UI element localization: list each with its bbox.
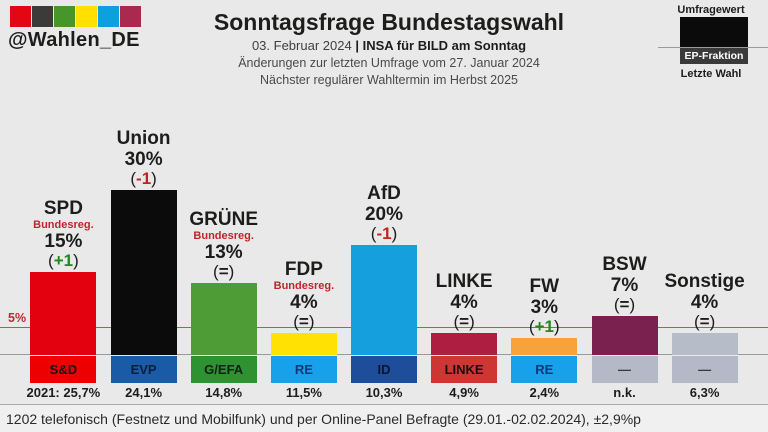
party-change-value: (=) [293, 312, 315, 331]
party-name: GRÜNE [189, 209, 258, 230]
page-title: Sonntagsfrage Bundestagswahl [213, 9, 565, 35]
party-label-stack: FW 3% (+1) [498, 276, 590, 336]
party-change-value: (=) [613, 295, 636, 314]
poll-bar [190, 283, 257, 355]
party-label-stack: GRÜNE Bundesreg. 13% (=) [178, 209, 270, 281]
party-poll-value: 15% [44, 231, 83, 252]
party-name: FW [529, 276, 560, 297]
party-label-stack: BSW 7% (=) [579, 254, 671, 314]
party-name: LINKE [435, 271, 493, 292]
party-name: SPD [43, 198, 83, 219]
last-election-value: 2,4% [529, 385, 560, 400]
flag-square [54, 6, 75, 27]
ep-fraktion-badge: ID [351, 356, 417, 383]
subtitle-next-election: Nächster regulärer Wahltermin im Herbst … [260, 73, 518, 87]
party-label-stack: LINKE 4% (=) [418, 271, 510, 331]
party-color-flag [10, 6, 141, 27]
flag-square [10, 6, 31, 27]
last-election-value: 4,9% [449, 385, 479, 400]
flag-square [98, 6, 119, 27]
poll-bar [351, 245, 417, 355]
party-change-value: (=) [693, 312, 716, 331]
ep-fraktion-badge: EVP [110, 356, 177, 383]
footer-bar: 1202 telefonisch (Festnetz und Mobilfunk… [0, 404, 768, 432]
party-name: Sonstige [664, 271, 745, 292]
party-change-value: (-1) [370, 224, 398, 243]
bar-legend: Umfragewert EP-Fraktion Letzte Wahl [658, 0, 768, 90]
party-poll-value: 3% [530, 297, 559, 318]
legend-letzte-wahl-label: Letzte Wahl [680, 68, 742, 80]
last-election-value: 14,8% [205, 385, 243, 400]
flag-square [32, 6, 53, 27]
ep-fraktion-badge: — [671, 356, 738, 383]
party-name: AfD [367, 183, 401, 204]
poll-bar [671, 333, 738, 355]
party-bundesreg-tag: Bundesreg. [193, 230, 254, 242]
poll-date: 03. Februar 2024 [251, 38, 352, 53]
legend-bar-sample [680, 17, 748, 47]
last-election-value: 24,1% [125, 385, 163, 400]
last-election-value: 2021: 25,7% [26, 385, 101, 400]
party-bundesreg-tag: Bundesreg. [33, 219, 94, 231]
legend-baseline [658, 47, 768, 48]
party-label-stack: AfD 20% (-1) [338, 183, 430, 243]
party-poll-value: 20% [364, 204, 404, 225]
last-election-value: 6,3% [689, 385, 720, 400]
party-poll-value: 7% [610, 275, 639, 296]
last-election-value: 11,5% [285, 385, 322, 400]
party-name: Union [116, 128, 171, 149]
party-poll-value: 4% [290, 292, 318, 313]
subtitle-separator: | [355, 38, 359, 53]
party-change-value: (+1) [48, 251, 79, 270]
ep-fraktion-badge: RE [270, 356, 337, 383]
party-label-stack: FDP Bundesreg. 4% (=) [258, 259, 350, 331]
flag-square [76, 6, 97, 27]
party-bundesreg-tag: Bundesreg. [273, 280, 335, 292]
last-election-value: n.k. [613, 385, 636, 400]
flag-square [120, 6, 141, 27]
ep-fraktion-badge: — [591, 356, 658, 383]
subtitle-change-note: Änderungen zur letzten Umfrage vom 27. J… [238, 56, 540, 70]
party-poll-value: 13% [204, 242, 243, 263]
poll-bar [270, 333, 337, 355]
methodology-note: 1202 telefonisch (Festnetz und Mobilfunk… [6, 411, 641, 427]
poll-bar [30, 272, 97, 355]
party-name: BSW [602, 254, 647, 275]
party-change-value: (=) [213, 262, 235, 281]
poll-bar [511, 338, 578, 355]
five-percent-label: 5% [8, 311, 27, 325]
legend-ep-fraktion-label: EP-Fraktion [680, 48, 748, 64]
twitter-handle: @Wahlen_DE [8, 29, 140, 51]
ep-fraktion-badge: LINKE [431, 356, 498, 383]
poll-bar [110, 190, 177, 355]
poll-bar [431, 333, 498, 355]
party-poll-value: 30% [124, 149, 163, 170]
party-poll-value: 4% [690, 292, 719, 313]
poll-source: INSA für BILD am Sonntag [362, 38, 527, 53]
party-label-stack: Sonstige 4% (=) [659, 271, 751, 331]
party-change-value: (+1) [528, 317, 560, 336]
ep-fraktion-badge: S&D [30, 356, 97, 383]
last-election-value: 10,3% [365, 385, 403, 400]
subtitle-date-source: 03. Februar 2024 | INSA für BILD am Sonn… [120, 38, 658, 53]
legend-umfragewert-label: Umfragewert [677, 4, 745, 16]
party-label-stack: SPD Bundesreg. 15% (+1) [17, 198, 109, 270]
party-change-value: (=) [453, 312, 475, 331]
poll-bar [591, 316, 658, 355]
party-label-stack: Union 30% (-1) [98, 128, 190, 188]
ep-fraktion-badge: RE [511, 356, 578, 383]
party-name: FDP [284, 259, 323, 280]
party-poll-value: 4% [450, 292, 478, 313]
ep-fraktion-badge: G/EFA [190, 356, 257, 383]
party-change-value: (-1) [130, 169, 157, 188]
title-block: Sonntagsfrage Bundestagswahl 03. Februar… [120, 9, 658, 87]
